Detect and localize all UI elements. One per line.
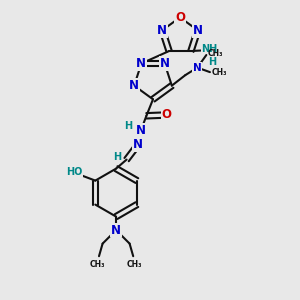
Text: NH: NH bbox=[201, 44, 218, 54]
Text: CH₃: CH₃ bbox=[208, 49, 223, 58]
Text: HO: HO bbox=[66, 167, 82, 177]
Text: H: H bbox=[124, 121, 133, 131]
Text: N: N bbox=[157, 24, 167, 37]
Text: CH₃: CH₃ bbox=[212, 68, 227, 77]
Text: N: N bbox=[111, 224, 121, 237]
Text: N: N bbox=[160, 57, 170, 70]
Text: O: O bbox=[175, 11, 185, 24]
Text: O: O bbox=[162, 108, 172, 121]
Text: N: N bbox=[136, 57, 146, 70]
Text: N: N bbox=[193, 24, 203, 37]
Text: N: N bbox=[193, 63, 202, 73]
Text: H: H bbox=[113, 152, 121, 162]
Text: H: H bbox=[208, 57, 217, 68]
Text: N: N bbox=[129, 79, 139, 92]
Text: N: N bbox=[133, 138, 143, 151]
Text: CH₃: CH₃ bbox=[127, 260, 142, 269]
Text: CH₃: CH₃ bbox=[90, 260, 105, 269]
Text: N: N bbox=[136, 124, 146, 137]
